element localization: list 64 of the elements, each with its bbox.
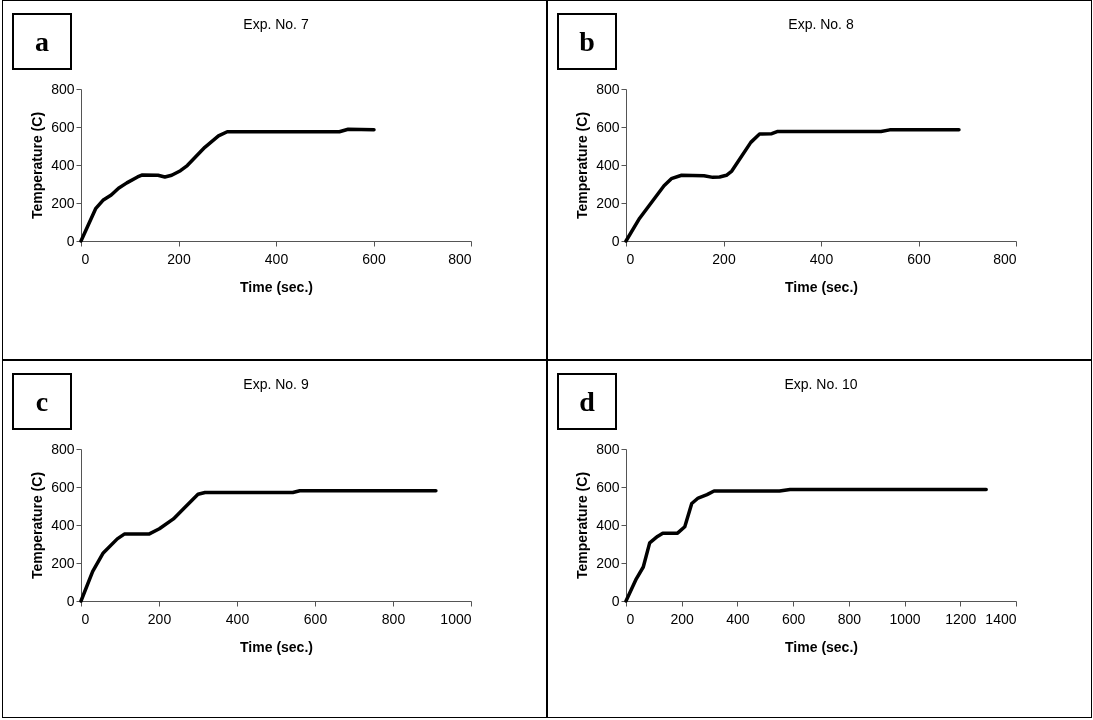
x-axis-title: Time (sec.) bbox=[240, 638, 313, 655]
y-tick-label: 800 bbox=[51, 440, 75, 457]
text: a bbox=[12, 13, 72, 70]
y-tick-label: 0 bbox=[66, 592, 75, 609]
x-tick-label: 1000 bbox=[440, 610, 472, 627]
x-tick-label: 200 bbox=[670, 610, 695, 627]
x-tick-label: 600 bbox=[303, 610, 328, 627]
y-tick-label: 400 bbox=[596, 156, 620, 173]
x-tick-label: 0 bbox=[81, 610, 90, 627]
line-series bbox=[624, 128, 961, 243]
x-tick-label: 1200 bbox=[945, 610, 977, 627]
y-tick-label: 800 bbox=[51, 80, 75, 97]
chart-title: Exp. No. 8 bbox=[788, 16, 854, 32]
x-tick-label: 1000 bbox=[889, 610, 921, 627]
y-tick-label: 800 bbox=[596, 440, 620, 457]
x-tick-label: 400 bbox=[726, 610, 750, 627]
x-tick-label: 0 bbox=[626, 250, 635, 267]
x-tick-label: 200 bbox=[712, 250, 736, 267]
y-tick-label: 600 bbox=[51, 118, 75, 135]
x-tick-label: 0 bbox=[81, 250, 90, 267]
y-tick-label: 0 bbox=[611, 592, 620, 609]
x-tick-label: 400 bbox=[225, 610, 250, 627]
x-axis-title: Time (sec.) bbox=[785, 278, 858, 295]
x-tick-label: 400 bbox=[264, 250, 289, 267]
chart-title: Exp. No. 7 bbox=[243, 16, 309, 32]
text: b bbox=[557, 13, 617, 70]
y-tick-label: 600 bbox=[596, 478, 620, 495]
y-tick-label: 400 bbox=[51, 156, 75, 173]
y-axis-title: Temperature (C) bbox=[29, 111, 46, 220]
x-tick-label: 600 bbox=[907, 250, 931, 267]
line-series bbox=[79, 127, 376, 243]
y-tick-label: 200 bbox=[51, 194, 75, 211]
x-tick-label: 1400 bbox=[985, 610, 1017, 627]
text: c bbox=[12, 373, 72, 430]
y-tick-label: 0 bbox=[611, 232, 620, 249]
y-tick-label: 800 bbox=[596, 80, 620, 97]
y-tick-label: 200 bbox=[596, 554, 620, 571]
x-tick-label: 800 bbox=[837, 610, 862, 627]
x-tick-label: 400 bbox=[809, 250, 834, 267]
x-axis-title: Time (sec.) bbox=[785, 638, 858, 655]
x-tick-label: 600 bbox=[781, 610, 806, 627]
x-tick-label: 800 bbox=[448, 250, 472, 267]
x-axis-title: Time (sec.) bbox=[240, 278, 313, 295]
x-tick-label: 0 bbox=[626, 610, 635, 627]
chart-title: Exp. No. 10 bbox=[784, 376, 858, 392]
y-tick-label: 400 bbox=[51, 516, 75, 533]
y-tick-label: 0 bbox=[66, 232, 75, 249]
line-series bbox=[624, 487, 988, 603]
x-tick-label: 800 bbox=[993, 250, 1017, 267]
y-axis-title: Temperature (C) bbox=[574, 111, 591, 220]
x-tick-label: 600 bbox=[362, 250, 386, 267]
y-tick-label: 600 bbox=[596, 118, 620, 135]
y-axis-title: Temperature (C) bbox=[29, 471, 46, 580]
x-tick-label: 200 bbox=[167, 250, 191, 267]
text: d bbox=[557, 373, 617, 430]
y-tick-label: 200 bbox=[596, 194, 620, 211]
y-tick-label: 200 bbox=[51, 554, 75, 571]
chart-title: Exp. No. 9 bbox=[243, 376, 309, 392]
x-tick-label: 800 bbox=[381, 610, 406, 627]
x-tick-label: 200 bbox=[147, 610, 172, 627]
line-series bbox=[79, 489, 438, 603]
y-axis-title: Temperature (C) bbox=[574, 471, 591, 580]
y-tick-label: 400 bbox=[596, 516, 620, 533]
y-tick-label: 600 bbox=[51, 478, 75, 495]
